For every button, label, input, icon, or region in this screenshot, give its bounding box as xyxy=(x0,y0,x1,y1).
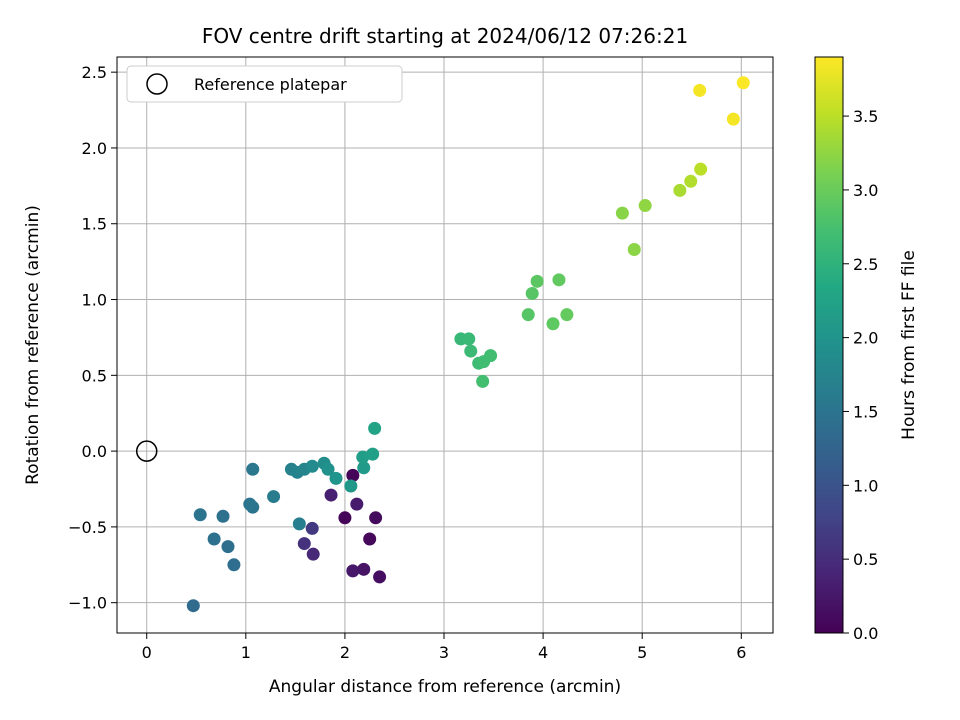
data-point xyxy=(373,570,387,584)
data-point xyxy=(368,421,382,435)
data-point xyxy=(694,162,708,176)
data-point xyxy=(525,286,539,300)
reference-marker xyxy=(135,440,158,462)
data-point xyxy=(346,564,360,578)
y-tick-label: 2.0 xyxy=(82,139,107,158)
axis-ticks: 0 1 2 3 4 5 6 −1.0 −0.5 0.0 0.5 1.0 1.5 2.0 2.5 xyxy=(68,63,746,662)
x-tick-label: 0 xyxy=(142,643,152,662)
x-tick-label: 2 xyxy=(340,643,350,662)
colorbar-gradient xyxy=(814,56,844,634)
grid xyxy=(117,57,773,633)
legend-label-reference: Reference platepar xyxy=(194,75,347,94)
y-axis-label: Rotation from reference (arcmin) xyxy=(23,205,43,485)
data-point xyxy=(246,462,260,476)
data-point xyxy=(546,317,560,331)
colorbar-tick-label: 3.5 xyxy=(853,107,878,126)
plot-area-frame xyxy=(116,56,774,634)
data-point xyxy=(216,509,230,523)
x-tick-label: 1 xyxy=(241,643,251,662)
data-point xyxy=(462,332,476,346)
data-point xyxy=(521,308,535,322)
colorbar-tick-label: 0.5 xyxy=(853,550,878,569)
data-point xyxy=(292,517,306,531)
data-point xyxy=(344,479,358,493)
colorbar-label: Hours from first FF file xyxy=(899,250,919,440)
data-point xyxy=(552,273,566,287)
data-point xyxy=(726,112,740,126)
chart-title: FOV centre drift starting at 2024/06/12 … xyxy=(202,24,688,48)
data-point xyxy=(627,243,641,257)
colorbar-tick-label: 1.0 xyxy=(853,476,878,495)
data-point xyxy=(560,308,574,322)
data-point xyxy=(267,490,281,504)
data-point xyxy=(356,450,370,464)
data-point xyxy=(338,511,352,525)
data-point xyxy=(357,461,371,475)
colorbar-tick-label: 3.0 xyxy=(853,181,878,200)
data-point xyxy=(366,447,380,461)
x-tick-label: 4 xyxy=(538,643,548,662)
colorbar-tick-label: 1.5 xyxy=(853,402,878,421)
data-point xyxy=(638,199,652,213)
y-tick-label: 1.5 xyxy=(82,215,107,234)
data-point xyxy=(693,83,707,97)
x-tick-label: 5 xyxy=(637,643,647,662)
y-tick-label: 0.5 xyxy=(82,366,107,385)
colorbar-tick-label: 2.5 xyxy=(853,255,878,274)
x-tick-label: 6 xyxy=(736,643,746,662)
y-tick-label: −0.5 xyxy=(68,518,107,537)
data-point xyxy=(357,562,371,576)
data-point xyxy=(369,511,383,525)
data-point xyxy=(350,497,364,511)
data-point xyxy=(186,599,200,613)
data-point xyxy=(673,183,687,197)
data-point xyxy=(484,349,498,363)
y-tick-label: −1.0 xyxy=(68,594,107,613)
data-point xyxy=(297,537,311,551)
x-tick-label: 3 xyxy=(439,643,449,662)
colorbar: 0.0 0.5 1.0 1.5 2.0 2.5 3.0 3.5 Hours from firs… xyxy=(814,56,919,643)
data-point xyxy=(736,76,750,90)
data-point xyxy=(227,558,241,572)
data-point xyxy=(363,532,377,546)
y-tick-label: 2.5 xyxy=(82,63,107,82)
colorbar-ticks: 0.0 0.5 1.0 1.5 2.0 2.5 3.0 3.5 xyxy=(843,107,878,643)
data-point xyxy=(346,468,360,482)
data-point xyxy=(305,521,319,535)
data-point xyxy=(684,174,698,188)
data-point xyxy=(243,497,257,511)
data-point xyxy=(476,374,490,388)
colorbar-tick-label: 2.0 xyxy=(853,329,878,348)
data-point xyxy=(306,547,320,561)
y-tick-label: 0.0 xyxy=(82,442,107,461)
data-point xyxy=(321,462,335,476)
data-point xyxy=(221,540,235,554)
data-point xyxy=(193,508,207,522)
legend: Reference platepar xyxy=(126,65,403,103)
legend-marker-reference xyxy=(146,73,168,95)
data-point xyxy=(530,274,544,288)
data-points xyxy=(135,76,750,613)
data-point xyxy=(329,471,343,485)
data-point xyxy=(464,344,478,358)
data-point xyxy=(324,488,338,502)
x-axis-label: Angular distance from reference (arcmin) xyxy=(269,677,621,697)
y-tick-label: 1.0 xyxy=(82,291,107,310)
colorbar-tick-label: 0.0 xyxy=(853,624,878,643)
data-point xyxy=(207,532,221,546)
legend-box xyxy=(126,65,403,103)
data-point xyxy=(615,206,629,220)
data-point xyxy=(305,459,319,473)
